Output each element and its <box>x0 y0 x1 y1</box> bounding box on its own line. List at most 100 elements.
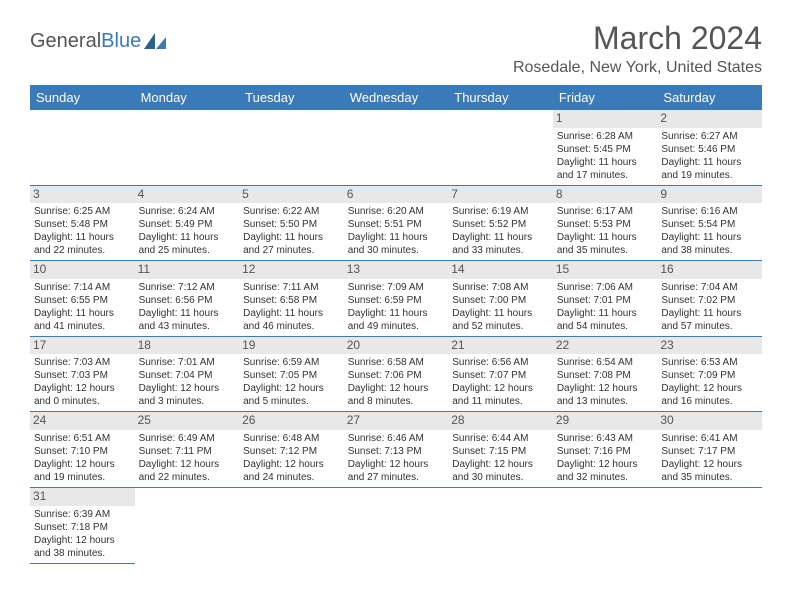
sunset-text: Sunset: 5:51 PM <box>348 218 445 231</box>
sunset-text: Sunset: 7:18 PM <box>34 521 131 534</box>
sunrise-text: Sunrise: 6:44 AM <box>452 432 549 445</box>
day-number: 21 <box>448 337 553 355</box>
empty-cell <box>30 110 135 185</box>
sunset-text: Sunset: 7:17 PM <box>661 445 758 458</box>
empty-cell <box>553 487 658 563</box>
calendar-cell: 13Sunrise: 7:09 AMSunset: 6:59 PMDayligh… <box>344 261 449 337</box>
sunrise-text: Sunrise: 7:12 AM <box>139 281 236 294</box>
day-header: Saturday <box>657 85 762 110</box>
sunset-text: Sunset: 7:04 PM <box>139 369 236 382</box>
day-number: 3 <box>30 186 135 204</box>
daylight-text: Daylight: 11 hours and 19 minutes. <box>661 156 758 182</box>
daylight-text: Daylight: 12 hours and 38 minutes. <box>34 534 131 560</box>
daylight-text: Daylight: 11 hours and 17 minutes. <box>557 156 654 182</box>
logo-sail-icon <box>144 33 166 49</box>
day-number: 26 <box>239 412 344 430</box>
calendar-cell: 19Sunrise: 6:59 AMSunset: 7:05 PMDayligh… <box>239 336 344 412</box>
sunset-text: Sunset: 7:06 PM <box>348 369 445 382</box>
daylight-text: Daylight: 11 hours and 27 minutes. <box>243 231 340 257</box>
calendar-cell: 1Sunrise: 6:28 AMSunset: 5:45 PMDaylight… <box>553 110 658 185</box>
day-number: 29 <box>553 412 658 430</box>
sunset-text: Sunset: 5:50 PM <box>243 218 340 231</box>
calendar-cell: 30Sunrise: 6:41 AMSunset: 7:17 PMDayligh… <box>657 412 762 488</box>
empty-cell <box>135 110 240 185</box>
sunset-text: Sunset: 7:05 PM <box>243 369 340 382</box>
empty-cell <box>448 110 553 185</box>
daylight-text: Daylight: 12 hours and 30 minutes. <box>452 458 549 484</box>
sunrise-text: Sunrise: 6:28 AM <box>557 130 654 143</box>
sunset-text: Sunset: 7:07 PM <box>452 369 549 382</box>
empty-cell <box>448 487 553 563</box>
daylight-text: Daylight: 11 hours and 54 minutes. <box>557 307 654 333</box>
sunset-text: Sunset: 7:16 PM <box>557 445 654 458</box>
day-number: 16 <box>657 261 762 279</box>
daylight-text: Daylight: 12 hours and 5 minutes. <box>243 382 340 408</box>
sunrise-text: Sunrise: 7:04 AM <box>661 281 758 294</box>
day-number: 2 <box>657 110 762 128</box>
day-number: 15 <box>553 261 658 279</box>
sunrise-text: Sunrise: 6:25 AM <box>34 205 131 218</box>
calendar-cell: 5Sunrise: 6:22 AMSunset: 5:50 PMDaylight… <box>239 185 344 261</box>
daylight-text: Daylight: 12 hours and 27 minutes. <box>348 458 445 484</box>
sunrise-text: Sunrise: 6:19 AM <box>452 205 549 218</box>
sunrise-text: Sunrise: 6:59 AM <box>243 356 340 369</box>
calendar-cell: 29 Sunrise: 6:43 AMSunset: 7:16 PMDayligh… <box>553 412 658 488</box>
day-number: 20 <box>344 337 449 355</box>
daylight-text: Daylight: 12 hours and 24 minutes. <box>243 458 340 484</box>
sunrise-text: Sunrise: 6:17 AM <box>557 205 654 218</box>
day-number: 17 <box>30 337 135 355</box>
daylight-text: Daylight: 12 hours and 8 minutes. <box>348 382 445 408</box>
sunrise-text: Sunrise: 6:56 AM <box>452 356 549 369</box>
day-number: 31 <box>30 488 135 506</box>
day-number: 1 <box>553 110 658 128</box>
empty-cell <box>239 487 344 563</box>
calendar-cell: 4Sunrise: 6:24 AMSunset: 5:49 PMDaylight… <box>135 185 240 261</box>
logo-text-2: Blue <box>101 30 141 53</box>
sunset-text: Sunset: 7:12 PM <box>243 445 340 458</box>
daylight-text: Daylight: 12 hours and 0 minutes. <box>34 382 131 408</box>
day-header: Friday <box>553 85 658 110</box>
sunrise-text: Sunrise: 6:46 AM <box>348 432 445 445</box>
logo: GeneralBlue <box>30 30 166 53</box>
sunset-text: Sunset: 6:56 PM <box>139 294 236 307</box>
day-number: 23 <box>657 337 762 355</box>
sunrise-text: Sunrise: 6:16 AM <box>661 205 758 218</box>
header: GeneralBlue March 2024 Rosedale, New Yor… <box>30 20 762 77</box>
sunrise-text: Sunrise: 7:03 AM <box>34 356 131 369</box>
sunrise-text: Sunrise: 6:54 AM <box>557 356 654 369</box>
sunset-text: Sunset: 7:09 PM <box>661 369 758 382</box>
sunset-text: Sunset: 7:02 PM <box>661 294 758 307</box>
calendar-cell: 6Sunrise: 6:20 AMSunset: 5:51 PMDaylight… <box>344 185 449 261</box>
day-number: 9 <box>657 186 762 204</box>
sunrise-text: Sunrise: 6:43 AM <box>557 432 654 445</box>
calendar-cell: 7Sunrise: 6:19 AMSunset: 5:52 PMDaylight… <box>448 185 553 261</box>
day-header: Wednesday <box>344 85 449 110</box>
calendar-cell: 28Sunrise: 6:44 AMSunset: 7:15 PMDayligh… <box>448 412 553 488</box>
sunrise-text: Sunrise: 7:14 AM <box>34 281 131 294</box>
sunset-text: Sunset: 6:55 PM <box>34 294 131 307</box>
sunset-text: Sunset: 5:48 PM <box>34 218 131 231</box>
sunrise-text: Sunrise: 6:20 AM <box>348 205 445 218</box>
day-number: 13 <box>344 261 449 279</box>
daylight-text: Daylight: 12 hours and 22 minutes. <box>139 458 236 484</box>
calendar-body: 1Sunrise: 6:28 AMSunset: 5:45 PMDaylight… <box>30 110 762 563</box>
empty-cell <box>239 110 344 185</box>
day-number: 19 <box>239 337 344 355</box>
day-header-row: SundayMondayTuesdayWednesdayThursdayFrid… <box>30 85 762 110</box>
calendar-cell: 20Sunrise: 6:58 AMSunset: 7:06 PMDayligh… <box>344 336 449 412</box>
daylight-text: Daylight: 11 hours and 49 minutes. <box>348 307 445 333</box>
calendar-cell: 24Sunrise: 6:51 AMSunset: 7:10 PMDayligh… <box>30 412 135 488</box>
empty-cell <box>344 487 449 563</box>
sunrise-text: Sunrise: 7:01 AM <box>139 356 236 369</box>
empty-cell <box>657 487 762 563</box>
daylight-text: Daylight: 11 hours and 22 minutes. <box>34 231 131 257</box>
day-number: 7 <box>448 186 553 204</box>
sunset-text: Sunset: 5:49 PM <box>139 218 236 231</box>
day-number: 18 <box>135 337 240 355</box>
day-number: 14 <box>448 261 553 279</box>
daylight-text: Daylight: 11 hours and 52 minutes. <box>452 307 549 333</box>
day-number: 6 <box>344 186 449 204</box>
sunset-text: Sunset: 7:08 PM <box>557 369 654 382</box>
sunset-text: Sunset: 7:01 PM <box>557 294 654 307</box>
daylight-text: Daylight: 12 hours and 32 minutes. <box>557 458 654 484</box>
